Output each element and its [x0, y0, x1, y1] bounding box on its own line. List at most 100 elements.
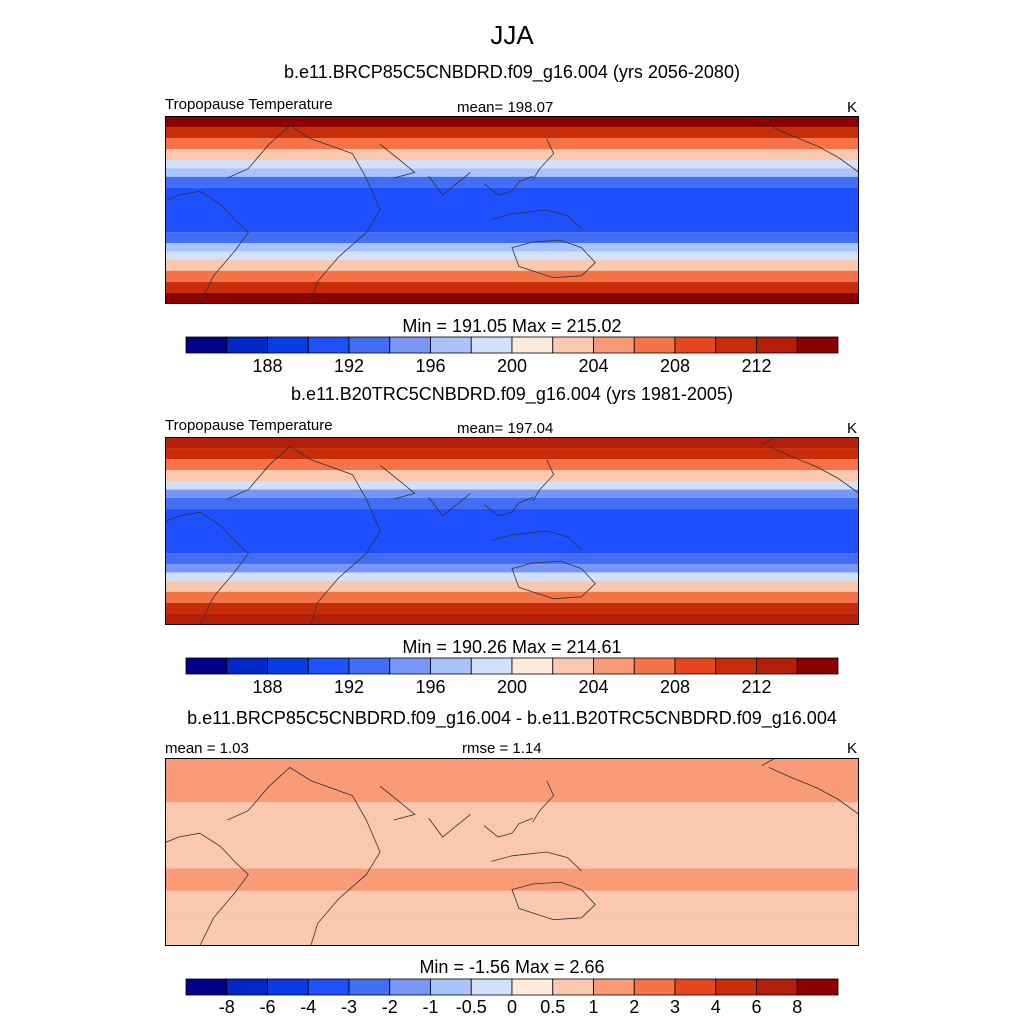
- colorbar-swatch-8: [511, 657, 554, 675]
- figure-title: JJA: [490, 20, 534, 50]
- coastline-4: [428, 493, 471, 517]
- colorbar-swatch-10: [593, 336, 635, 354]
- contour-band-6: [165, 497, 859, 509]
- panel-3-rmse-label: rmse = 1.14: [462, 740, 542, 757]
- coastline-6: [532, 138, 555, 181]
- coastline-1: [289, 125, 381, 304]
- panel-1-title: b.e11.BRCP85C5CNBDRD.f09_g16.004 (yrs 20…: [284, 62, 740, 82]
- coastline-3: [379, 785, 416, 821]
- colorbar-swatch-11: [633, 336, 676, 354]
- colorbar-swatch-5: [389, 978, 431, 996]
- colorbar-tick-label: -3: [340, 997, 358, 1017]
- colorbar-swatch-9: [552, 978, 594, 996]
- contour-band-6: [165, 890, 859, 913]
- colorbar-swatch-1: [226, 336, 268, 354]
- panel-1-colorbar: [185, 336, 839, 354]
- panel-2-title: b.e11.B20TRC5CNBDRD.f09_g16.004 (yrs 198…: [291, 384, 733, 404]
- colorbar-swatch-7: [470, 978, 513, 996]
- colorbar-tick-label: 6: [751, 997, 762, 1017]
- contour-band-10: [165, 251, 859, 260]
- panel-2-min-max: Min = 190.26 Max = 214.61: [402, 637, 622, 657]
- colorbar-swatch-11: [633, 657, 676, 675]
- colorbar-swatch-3: [307, 978, 350, 996]
- panel-2-units-label: K: [847, 420, 858, 437]
- panel-2-map-svg: [165, 437, 859, 625]
- colorbar-tick-label: -1: [422, 997, 439, 1017]
- coastline-4: [428, 814, 471, 838]
- colorbar-tick-label: 192: [333, 356, 365, 376]
- contour-band-6: [165, 176, 859, 188]
- panel-3-min-max: Min = -1.56 Max = 2.66: [419, 957, 605, 977]
- panel-1-map-svg: [165, 116, 859, 304]
- panel-2-map: [165, 437, 859, 625]
- colorbar-swatch-10: [593, 657, 635, 675]
- colorbar-swatch-0: [185, 657, 228, 675]
- map-frame: [165, 437, 859, 625]
- coastline-3: [379, 464, 416, 500]
- contour-band-7: [165, 912, 859, 946]
- colorbar-swatch-1: [226, 657, 268, 675]
- colorbar-swatch-10: [593, 978, 635, 996]
- colorbar-tick-label: 192: [333, 677, 365, 697]
- colorbar-tick-label: -0.5: [455, 997, 487, 1017]
- colorbar-swatch-6: [430, 336, 472, 354]
- colorbar-tick-label: 4: [710, 997, 721, 1017]
- coastline-3: [379, 143, 416, 179]
- contour-band-11: [165, 259, 859, 271]
- colorbar-swatch-3: [307, 336, 350, 354]
- contour-band-3: [165, 149, 859, 161]
- panel-1-units-label: K: [847, 99, 858, 116]
- colorbar-tick-label: -6: [259, 997, 276, 1017]
- contour-band-2: [165, 459, 859, 471]
- coastline-9: [768, 446, 859, 494]
- colorbar-tick-label: 188: [252, 356, 283, 376]
- coastline-9: [768, 767, 859, 815]
- coastline-5: [483, 496, 533, 517]
- colorbar-swatch-14: [756, 978, 798, 996]
- colorbar-tick-label: 212: [741, 677, 772, 697]
- contour-band-12: [165, 591, 859, 603]
- coastline-4: [428, 172, 471, 196]
- colorbar-swatch-4: [348, 657, 391, 675]
- panel-3-map-svg: [165, 758, 859, 946]
- coastline-7: [491, 530, 582, 551]
- coastline-7: [491, 209, 582, 230]
- colorbar-swatch-8: [511, 336, 554, 354]
- colorbar-swatch-1: [226, 978, 268, 996]
- colorbar-tick-label: 208: [659, 677, 691, 697]
- colorbar-tick-label: 2: [629, 997, 640, 1017]
- colorbar-swatch-15: [796, 657, 839, 675]
- coastline-2: [227, 767, 291, 821]
- contour-band-13: [165, 602, 859, 614]
- contour-band-8: [165, 232, 859, 244]
- coastline-0: [165, 190, 249, 304]
- colorbar-swatch-7: [470, 657, 513, 675]
- contour-band-5: [165, 168, 859, 177]
- panel-1-map: [165, 116, 859, 304]
- contour-band-5: [165, 868, 859, 891]
- colorbar-swatch-9: [552, 336, 594, 354]
- colorbar-swatch-13: [715, 336, 757, 354]
- colorbar-tick-label: 0: [506, 997, 518, 1017]
- coastline-0: [165, 511, 249, 625]
- colorbar-swatch-11: [633, 978, 676, 996]
- coastline-2: [227, 446, 291, 500]
- coastline-9: [768, 125, 859, 173]
- panel-1-min-max: Min = 191.05 Max = 215.02: [402, 316, 622, 336]
- contour-band-2: [165, 138, 859, 150]
- colorbar-tick-label: 200: [496, 677, 528, 697]
- colorbar-swatch-7: [470, 336, 513, 354]
- panel-3-units-label: K: [847, 740, 858, 757]
- colorbar-swatch-9: [552, 657, 594, 675]
- coastline-5: [483, 175, 533, 196]
- colorbar-swatch-12: [674, 657, 717, 675]
- contour-band-4: [165, 160, 859, 169]
- colorbar-swatch-5: [389, 336, 431, 354]
- colorbar-swatch-0: [185, 336, 228, 354]
- colorbar-tick-label: 0.5: [540, 997, 566, 1017]
- contour-band-3: [165, 470, 859, 482]
- coastline-8: [511, 239, 596, 279]
- coastline-5: [483, 817, 533, 838]
- colorbar-tick-label: 3: [669, 997, 681, 1017]
- colorbar-tick-label: 196: [415, 677, 446, 697]
